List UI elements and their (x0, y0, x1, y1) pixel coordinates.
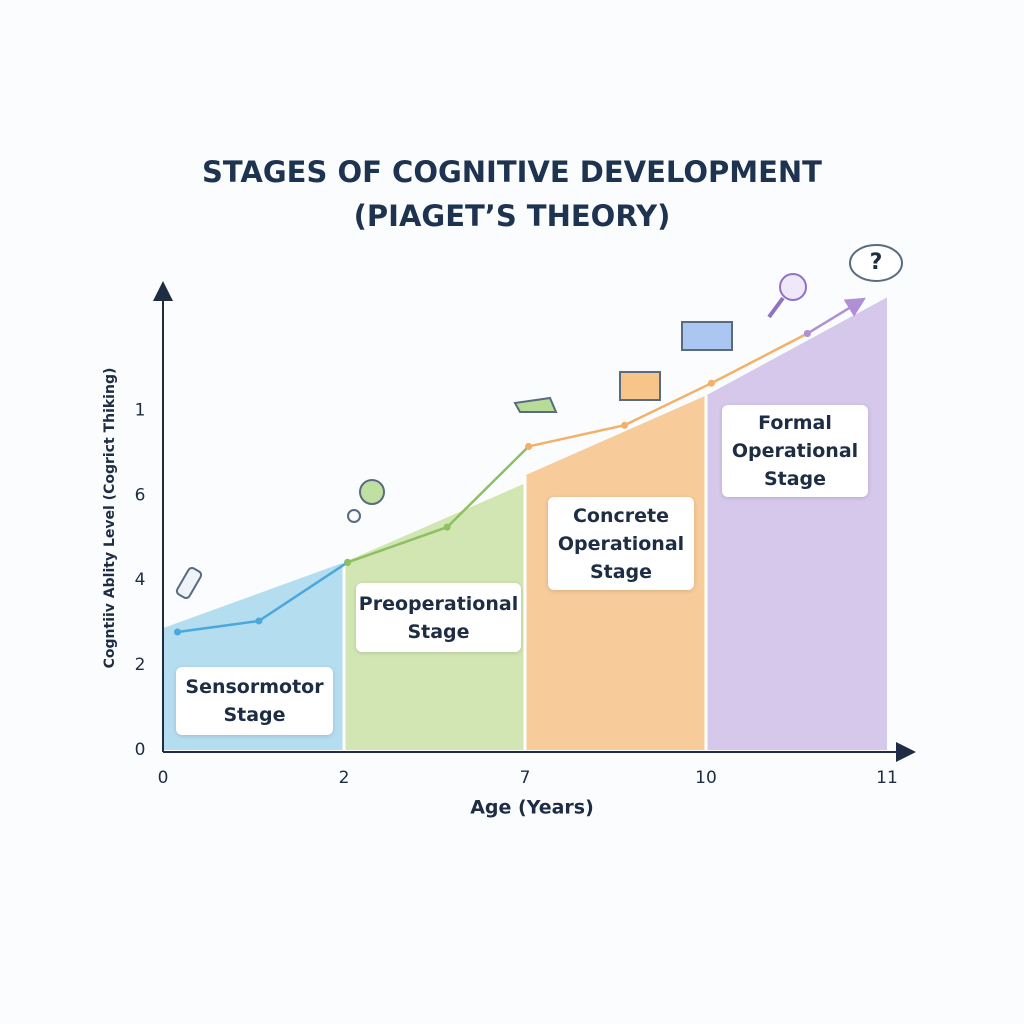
icons: ? (175, 244, 903, 600)
blocks-icon (619, 371, 661, 401)
y-tick-label: 0 (135, 740, 146, 760)
stage-area (706, 297, 887, 750)
point (707, 379, 715, 387)
stage-label: Concrete Operational Stage (548, 497, 694, 590)
thought-icon (849, 244, 903, 282)
y-tick-label: 2 (135, 655, 146, 675)
point (443, 523, 451, 531)
stage-label: Sensormotor Stage (176, 667, 333, 735)
point (344, 558, 352, 566)
toy-icon (513, 396, 558, 413)
cubes-icon (681, 321, 733, 351)
x-tick-label: 10 (695, 768, 717, 788)
progress-line (806, 297, 866, 335)
magnifier-icon (779, 273, 807, 301)
point (621, 421, 629, 429)
point (525, 442, 533, 450)
point (803, 330, 811, 338)
stage-label: Preoperational Stage (356, 583, 521, 652)
x-tick-label: 2 (339, 768, 350, 788)
rattle-handle (347, 509, 361, 523)
y-tick-label: 1 (135, 400, 146, 420)
x-axis-label: Age (Years) (470, 797, 594, 819)
thought-mark: ? (870, 250, 883, 275)
bottle-icon (175, 566, 203, 600)
point (255, 617, 263, 625)
x-tick-label: 7 (520, 768, 531, 788)
stage-label: Formal Operational Stage (722, 405, 868, 497)
point (173, 628, 181, 636)
magnifier-handle (767, 296, 785, 319)
rattle-icon (359, 479, 385, 505)
y-tick-label: 4 (135, 570, 146, 590)
chart-title: STAGES OF COGNITIVE DEVELOPMENT (PIAGET’… (202, 155, 822, 233)
x-tick-label: 0 (158, 768, 169, 788)
y-tick-label: 6 (135, 485, 146, 505)
progress-line (528, 332, 808, 448)
y-axis-label: Cogntiiv Ablity Level (Cogrict Thiking) (102, 368, 118, 669)
x-tick-label: 11 (876, 768, 898, 788)
